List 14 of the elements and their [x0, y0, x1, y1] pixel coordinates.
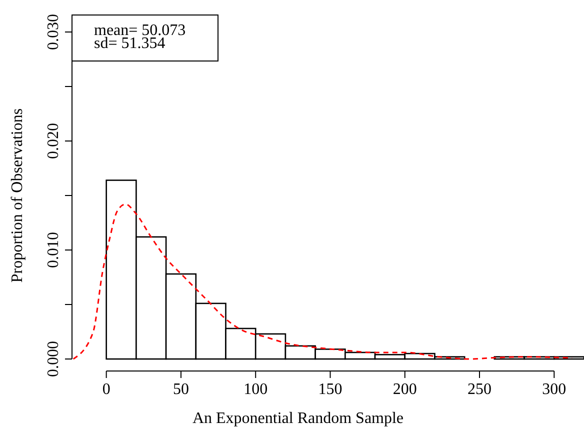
- annotation: sd= 51.354: [94, 35, 166, 52]
- x-axis-title: An Exponential Random Sample: [192, 410, 404, 427]
- y-tick-label: 0.000: [45, 341, 62, 377]
- y-axis-title: Proportion of Observations: [9, 108, 26, 283]
- x-tick-label: 100: [244, 381, 268, 398]
- x-tick-label: 200: [392, 381, 417, 398]
- x-tick-label: 0: [102, 381, 110, 398]
- y-tick-label: 0.020: [45, 123, 62, 159]
- x-tick-label: 250: [468, 381, 492, 398]
- y-tick-label: 0.010: [45, 232, 62, 268]
- x-tick-label: 300: [542, 381, 566, 398]
- y-tick-label: 0.030: [45, 14, 62, 50]
- x-tick-label: 150: [318, 381, 342, 398]
- x-tick-label: 50: [172, 381, 189, 398]
